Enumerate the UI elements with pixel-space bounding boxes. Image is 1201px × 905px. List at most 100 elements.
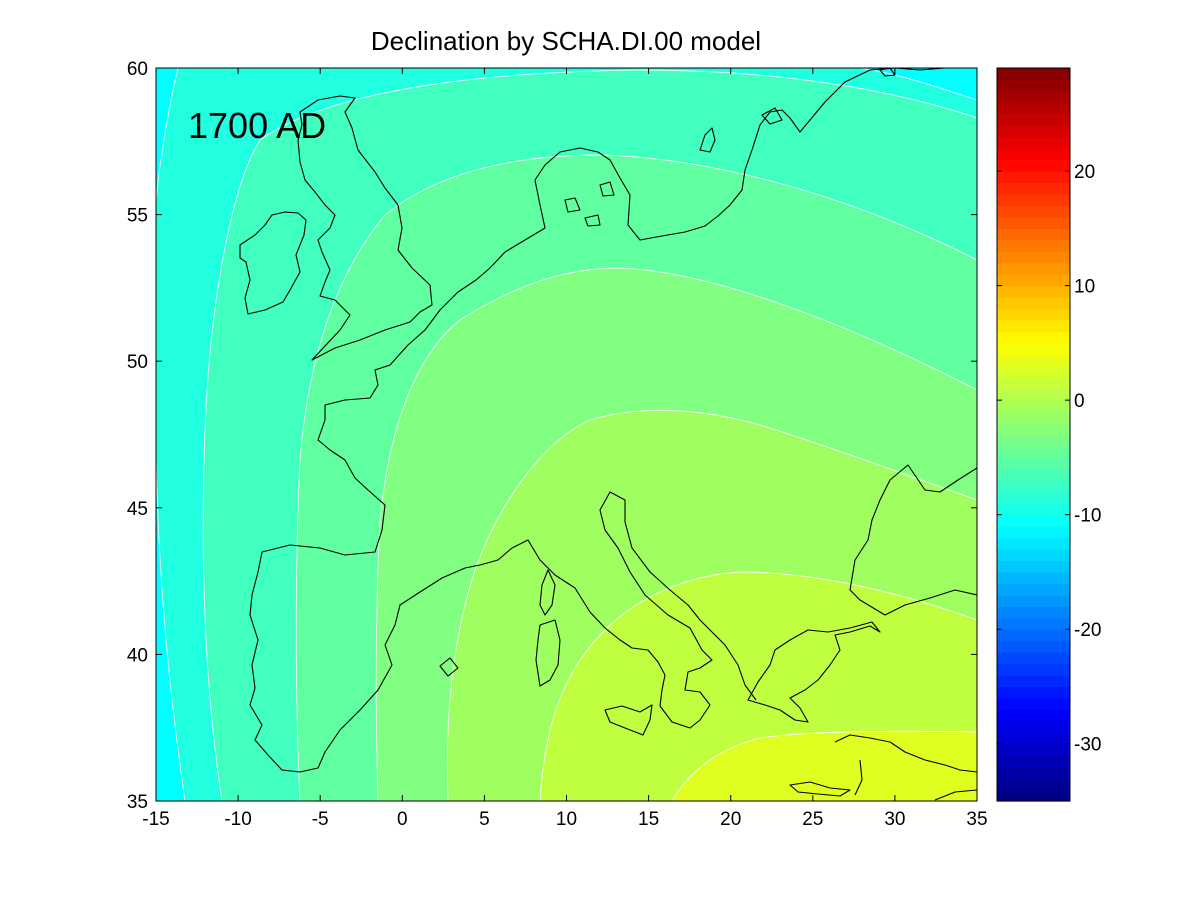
coastline-overlay — [239, 68, 977, 801]
contour-lines — [156, 68, 977, 801]
contour-line — [539, 571, 977, 801]
x-tick-label: 10 — [556, 809, 577, 830]
colorbar-swatch — [997, 675, 1070, 688]
x-tick-label: 30 — [884, 809, 905, 830]
colorbar-swatch — [997, 457, 1070, 470]
contour-line — [671, 730, 977, 801]
coastline-danish-islands — [564, 181, 615, 227]
colorbar-swatch — [997, 571, 1070, 584]
colorbar-swatch — [997, 720, 1070, 733]
colorbar-swatch — [997, 789, 1070, 802]
colorbar-swatch — [997, 125, 1070, 138]
x-tick-label: -15 — [142, 809, 169, 830]
colorbar-tick-label: 10 — [1074, 277, 1095, 298]
colorbar-swatch — [997, 709, 1070, 722]
colorbar-swatch — [997, 79, 1070, 92]
contour-line — [446, 409, 977, 801]
colorbar-swatch — [997, 445, 1070, 459]
colorbar-swatch — [997, 537, 1070, 550]
colorbar-swatch — [997, 697, 1070, 710]
x-tick-label: 5 — [479, 809, 490, 830]
colorbar-swatch — [997, 549, 1070, 562]
colorbar-swatch — [997, 239, 1070, 252]
colorbar-swatch — [997, 274, 1070, 287]
colorbar-swatch — [997, 755, 1070, 768]
colorbar-swatch — [997, 68, 1070, 81]
coastline-sicily — [604, 704, 653, 736]
colorbar-swatch — [997, 216, 1070, 229]
colorbar-swatch — [997, 526, 1070, 539]
colorbar-swatch — [997, 319, 1070, 333]
y-tick-label: 55 — [127, 206, 148, 227]
colorbar-swatch — [997, 297, 1070, 310]
colorbar-swatch — [997, 468, 1070, 481]
colorbar-tick-label: 20 — [1074, 162, 1095, 183]
coastline-corsica — [539, 569, 556, 616]
coastline-balearic — [439, 657, 459, 677]
colorbar-swatch — [997, 400, 1070, 413]
colorbar-swatch — [997, 102, 1070, 115]
colorbar-tick-label: -30 — [1074, 735, 1101, 756]
colorbar-swatch — [997, 514, 1070, 527]
coastline-crete — [789, 781, 851, 797]
colorbar-swatch — [997, 354, 1070, 367]
colorbar-swatch — [997, 606, 1070, 619]
colorbar-swatch — [997, 560, 1070, 573]
colorbar-tick-label: -20 — [1074, 620, 1101, 641]
colorbar-swatch — [997, 205, 1070, 218]
colorbar-swatch — [997, 148, 1070, 161]
colorbar-swatch — [997, 629, 1070, 642]
x-axis: -15 -10 -5 0 5 10 15 20 25 30 35 — [142, 68, 988, 830]
colorbar-swatch — [997, 583, 1070, 596]
colorbar-swatch — [997, 503, 1070, 516]
coastline-great-britain — [297, 95, 433, 361]
colorbar-swatch — [997, 342, 1070, 355]
colorbar-swatch — [997, 434, 1070, 447]
colorbar-swatch — [997, 423, 1070, 436]
colorbar-swatch — [997, 136, 1070, 149]
colorbar-swatch — [997, 778, 1070, 791]
colorbar-frame — [996, 67, 1071, 802]
y-tick-label: 45 — [127, 499, 148, 520]
colorbar-swatch — [997, 652, 1070, 665]
contour-line — [859, 68, 977, 101]
colorbar-swatch — [997, 491, 1070, 504]
map-plot-area — [155, 67, 978, 802]
y-tick-label: 35 — [127, 792, 148, 813]
colorbar-tick-label: -10 — [1074, 506, 1101, 527]
colorbar-swatch — [997, 686, 1070, 699]
colorbar-swatch — [997, 193, 1070, 207]
colorbar-swatch — [997, 766, 1070, 779]
x-tick-label: -10 — [224, 809, 251, 830]
colorbar-swatch — [997, 377, 1070, 390]
colorbar-swatch — [997, 663, 1070, 676]
colorbar-swatch — [997, 411, 1070, 424]
colorbar-tick-label: 0 — [1074, 391, 1085, 412]
colorbar-swatch — [997, 388, 1070, 401]
x-tick-label: 20 — [720, 809, 741, 830]
colorbar-swatch — [997, 262, 1070, 275]
colorbar-swatch — [997, 480, 1070, 493]
y-tick-label: 50 — [127, 352, 148, 373]
colorbar-swatch — [997, 640, 1070, 653]
era-annotation: 1700 AD — [188, 105, 326, 146]
x-tick-label: 25 — [802, 809, 823, 830]
coastline-gotland — [699, 127, 716, 153]
contour-line — [375, 267, 977, 801]
colorbar-swatch — [997, 743, 1070, 756]
colorbar-swatch — [997, 182, 1070, 195]
x-tick-label: -5 — [312, 809, 329, 830]
y-tick-label: 60 — [127, 59, 148, 80]
colorbar-swatch — [997, 251, 1070, 264]
colorbar-swatch — [997, 732, 1070, 745]
chart-title: Declination by SCHA.DI.00 model — [371, 26, 761, 56]
coastline-sardinia — [535, 619, 561, 687]
x-tick-label: 15 — [638, 809, 659, 830]
y-tick-label: 40 — [127, 645, 148, 666]
contour-fill-bands — [156, 68, 977, 801]
coastline-continent — [249, 68, 977, 773]
coastline-ireland — [239, 211, 307, 315]
x-tick-label: 35 — [966, 809, 987, 830]
x-tick-label: 0 — [397, 809, 408, 830]
